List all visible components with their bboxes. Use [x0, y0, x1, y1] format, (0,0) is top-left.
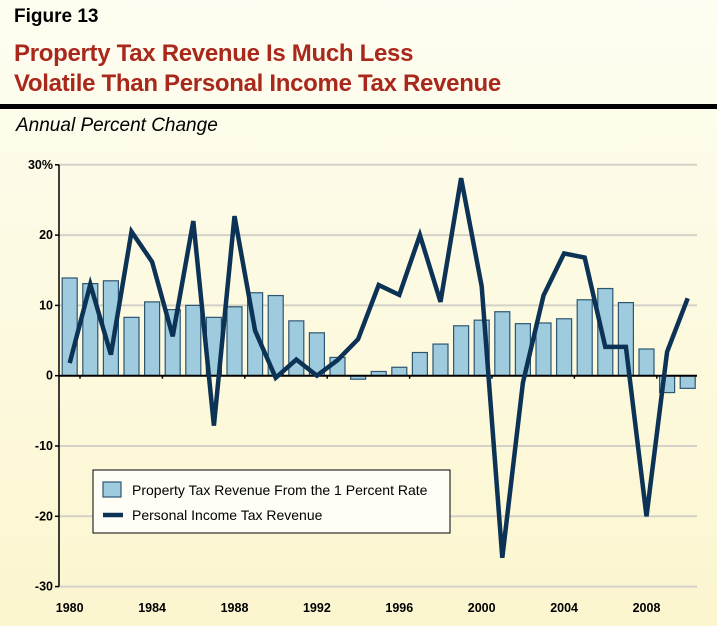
x-tick-label: 1984	[138, 601, 166, 615]
y-tick-label: 20	[39, 228, 53, 242]
bar-property-tax	[679, 375, 696, 389]
bar-property-tax	[576, 299, 593, 377]
bar-property-tax	[185, 304, 202, 377]
title-rule	[0, 104, 717, 109]
y-tick-label: -10	[35, 439, 53, 453]
y-tick-label: 30%	[28, 158, 53, 172]
title-line-2: Volatile Than Personal Income Tax Revenu…	[14, 70, 501, 97]
y-tick-label: -20	[35, 509, 53, 523]
bar-property-tax	[411, 351, 428, 377]
figure-label: Figure 13	[14, 6, 99, 27]
bar-property-tax	[555, 318, 573, 377]
x-tick-label: 1980	[56, 601, 84, 615]
title-line-1: Property Tax Revenue Is Much Less	[14, 40, 414, 67]
legend	[92, 469, 451, 534]
x-tick-label: 2004	[550, 601, 578, 615]
bar-property-tax	[391, 366, 408, 377]
bar-property-tax	[453, 325, 470, 377]
x-tick-label: 1988	[221, 601, 249, 615]
bar-property-tax	[494, 311, 511, 377]
bar-property-tax	[535, 322, 552, 377]
bar-property-tax	[638, 348, 655, 377]
y-tick-label: 0	[46, 369, 53, 383]
x-tick-label: 2000	[468, 601, 496, 615]
bar-property-tax	[144, 301, 161, 377]
bar-property-tax	[226, 306, 243, 377]
y-tick-label: 10	[39, 298, 53, 312]
legend-swatch-property-tax	[102, 481, 122, 498]
x-tick-label: 1996	[385, 601, 413, 615]
chart-title: Property Tax Revenue Is Much Less Volati…	[14, 39, 501, 99]
y-axis-label: Annual Percent Change	[16, 115, 218, 136]
bar-property-tax	[432, 343, 449, 377]
x-tick-label: 2008	[633, 601, 661, 615]
x-tick-label: 1992	[303, 601, 331, 615]
bar-property-tax	[123, 316, 140, 377]
y-tick-label: -30	[35, 580, 53, 594]
bar-property-tax	[288, 320, 305, 377]
legend-label-personal-income-tax: Personal Income Tax Revenue	[132, 507, 323, 523]
legend-label-property-tax: Property Tax Revenue From the 1 Percent …	[132, 482, 428, 498]
